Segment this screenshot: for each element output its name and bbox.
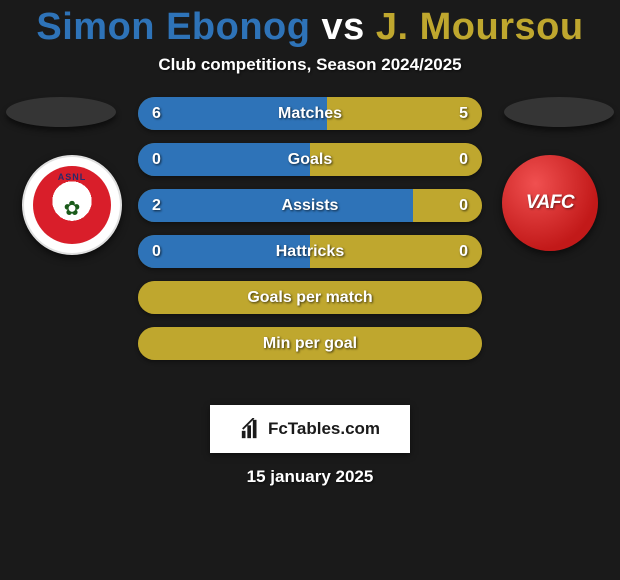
- brand-box[interactable]: FcTables.com: [210, 405, 410, 453]
- stat-bar: Min per goal: [138, 327, 482, 360]
- bar-label: Goals: [288, 151, 332, 169]
- subtitle: Club competitions, Season 2024/2025: [158, 55, 461, 75]
- bar-fill-player1: [138, 189, 413, 222]
- stat-bars: Matches65Goals00Assists20Hattricks00Goal…: [138, 97, 482, 360]
- bar-label: Min per goal: [263, 335, 357, 353]
- bar-fill-player2: [413, 189, 482, 222]
- bar-value-player1: 6: [152, 105, 161, 123]
- bar-label: Matches: [278, 105, 342, 123]
- stat-bar: Goals 0 0: [138, 143, 482, 176]
- stat-bar: Hattricks 0 0: [138, 235, 482, 268]
- title-player1: Simon Ebonog: [36, 6, 310, 48]
- badge-left-abbr: ASNL: [58, 172, 87, 182]
- infographic-root: Simon Ebonog vs J. Moursou Club competit…: [0, 0, 620, 580]
- asnl-badge: ASNL ✿: [33, 166, 111, 244]
- bar-value-player2: 5: [459, 105, 468, 123]
- bar-value-player2: 0: [459, 197, 468, 215]
- pedestal-shadow-left: [6, 97, 116, 127]
- brand-text: FcTables.com: [268, 419, 380, 439]
- pedestal-shadow-right: [504, 97, 614, 127]
- bar-fill-player1: [138, 143, 310, 176]
- bar-label: Assists: [282, 197, 339, 215]
- stat-bar: Goals per match: [138, 281, 482, 314]
- bar-value-player2: 0: [459, 243, 468, 261]
- title-vs: vs: [322, 6, 365, 48]
- thistle-icon: ✿: [64, 196, 81, 221]
- bar-label: Hattricks: [276, 243, 344, 261]
- badge-right-abbr: VAFC: [526, 192, 574, 214]
- club-badge-right: VAFC: [502, 155, 598, 251]
- bar-value-player2: 0: [459, 151, 468, 169]
- bar-value-player1: 0: [152, 151, 161, 169]
- bar-value-player1: 0: [152, 243, 161, 261]
- club-badge-left: ASNL ✿: [22, 155, 122, 255]
- bar-label: Goals per match: [247, 289, 372, 307]
- fctables-logo-icon: [240, 418, 262, 440]
- stat-bar: Matches 6 5: [138, 97, 482, 130]
- stat-bar: Assists 2 0: [138, 189, 482, 222]
- page-title: Simon Ebonog vs J. Moursou: [36, 6, 583, 49]
- title-player2: J. Moursou: [376, 6, 584, 48]
- date-label: 15 january 2025: [247, 467, 374, 487]
- bar-value-player1: 2: [152, 197, 161, 215]
- bar-fill-player2: [310, 143, 482, 176]
